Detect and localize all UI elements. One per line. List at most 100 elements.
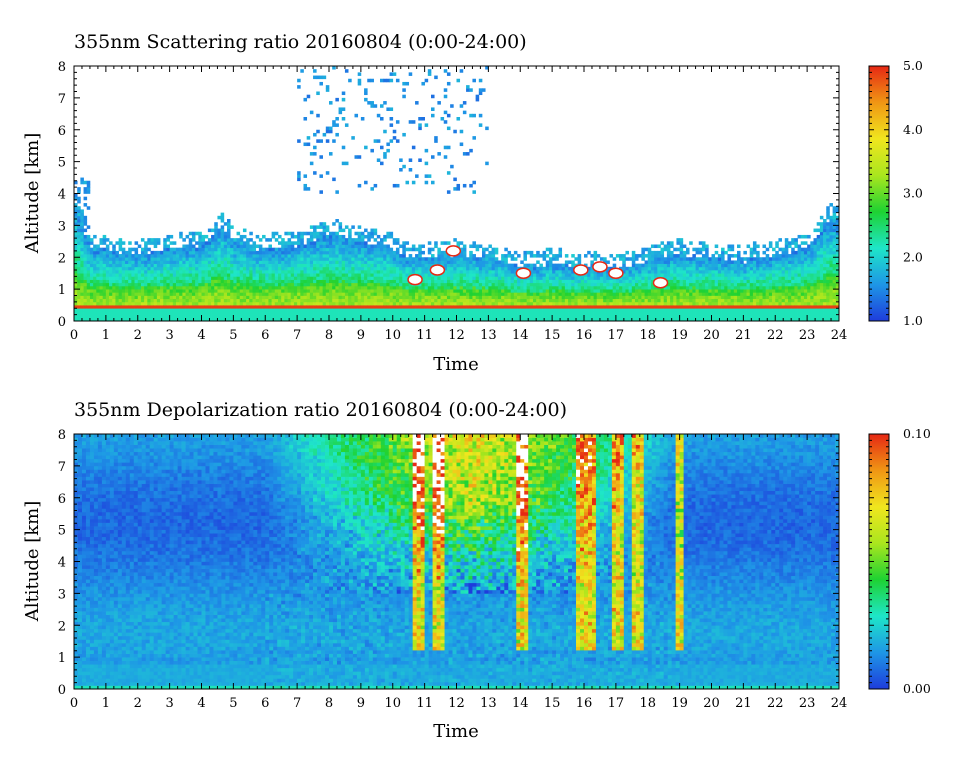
heatmap-cell: [287, 314, 292, 319]
heatmap-cell: [236, 250, 241, 255]
heatmap-cell: [281, 254, 285, 258]
heatmap-cell: [395, 295, 400, 300]
heatmap-cell: [462, 279, 467, 284]
heatmap-cell: [376, 263, 381, 268]
heatmap-cell: [214, 292, 218, 296]
heatmap-cell: [329, 282, 333, 287]
heatmap-cell: [631, 292, 636, 296]
heatmap-cell: [520, 260, 524, 264]
heatmap-cell: [137, 308, 142, 312]
heatmap-cell: [644, 263, 649, 268]
heatmap-cell: [376, 254, 381, 258]
heatmap-cell: [220, 260, 225, 264]
heatmap-cell: [354, 231, 359, 236]
heatmap-cell: [466, 285, 470, 290]
heatmap-cell: [99, 276, 104, 280]
heatmap-cell: [542, 257, 547, 261]
heatmap-cell: [150, 311, 155, 315]
heatmap-cell: [335, 289, 339, 293]
heatmap-cell: [131, 254, 135, 258]
heatmap-cell: [214, 276, 218, 280]
heatmap-cell: [564, 314, 569, 319]
heatmap-cell: [179, 317, 183, 321]
heatmap-cell: [698, 241, 703, 245]
heatmap-cell: [615, 254, 620, 258]
heatmap-cell: [466, 88, 470, 92]
heatmap-cell: [424, 279, 429, 284]
heatmap-cell: [166, 244, 170, 249]
heatmap-cell: [686, 314, 690, 319]
heatmap-cell: [456, 292, 461, 296]
heatmap-cell: [128, 311, 132, 315]
heatmap-cell: [380, 317, 384, 321]
heatmap-cell: [705, 285, 709, 290]
heatmap-cell: [437, 285, 441, 290]
heatmap-cell: [274, 266, 279, 271]
heatmap-cell: [188, 305, 193, 309]
heatmap-cell: [239, 292, 244, 296]
heatmap-cell: [497, 292, 502, 296]
heatmap-cell: [166, 317, 170, 321]
heatmap-cell: [657, 292, 661, 296]
heatmap-cell: [593, 254, 598, 258]
heatmap-cell: [163, 308, 167, 312]
heatmap-cell: [526, 266, 531, 271]
heatmap-cell: [230, 266, 234, 271]
heatmap-cell: [281, 282, 285, 287]
heatmap-cell: [271, 276, 276, 280]
heatmap-cell: [676, 289, 680, 293]
heatmap-cell: [536, 295, 540, 300]
heatmap-cell: [306, 273, 311, 277]
heatmap-cell: [545, 305, 550, 309]
heatmap-cell: [332, 317, 336, 321]
heatmap-cell: [469, 276, 473, 280]
heatmap-cell: [405, 298, 410, 303]
heatmap-cell: [383, 263, 387, 268]
heatmap-cell: [584, 273, 588, 277]
heatmap-cell: [660, 273, 665, 277]
heatmap-cell: [77, 228, 81, 233]
heatmap-cell: [163, 250, 167, 255]
heatmap-cell: [590, 308, 594, 312]
heatmap-cell: [233, 260, 237, 264]
heatmap-cell: [431, 254, 435, 258]
heatmap-cell: [134, 295, 139, 300]
heatmap-cell: [83, 282, 88, 287]
heatmap-cell: [239, 254, 244, 258]
heatmap-cell: [204, 292, 209, 296]
heatmap-cell: [399, 257, 403, 261]
heatmap-cell: [322, 244, 327, 249]
heatmap-cell: [147, 308, 151, 312]
heatmap-cell: [140, 263, 145, 268]
heatmap-cell: [306, 238, 311, 242]
heatmap-cell: [322, 222, 327, 226]
heatmap-cell: [169, 276, 174, 280]
heatmap-cell: [689, 311, 693, 315]
heatmap-cell: [185, 276, 190, 280]
heatmap-cell: [599, 257, 604, 261]
heatmap-cell: [249, 276, 253, 280]
heatmap-cell: [93, 270, 97, 274]
heatmap-cell: [80, 215, 84, 220]
heatmap-cell: [160, 311, 164, 315]
heatmap-cell: [367, 234, 371, 239]
heatmap-cell: [176, 276, 180, 280]
heatmap-cell: [290, 301, 295, 306]
heatmap-cell: [227, 225, 231, 229]
heatmap-cell: [223, 279, 228, 284]
heatmap-cell: [137, 301, 142, 306]
heatmap-cell: [284, 305, 288, 309]
heatmap-cell: [258, 263, 263, 268]
heatmap-cell: [453, 285, 457, 290]
heatmap-cell: [297, 254, 301, 258]
heatmap-cell: [185, 234, 190, 239]
heatmap-cell: [220, 270, 225, 274]
heatmap-cell: [392, 183, 397, 188]
heatmap-cell: [364, 308, 368, 312]
heatmap-cell: [380, 301, 384, 306]
heatmap-cell: [443, 301, 448, 306]
heatmap-cell: [214, 238, 218, 242]
heatmap-cell: [242, 270, 247, 274]
heatmap-cell: [258, 250, 263, 255]
heatmap-cell: [344, 282, 349, 287]
